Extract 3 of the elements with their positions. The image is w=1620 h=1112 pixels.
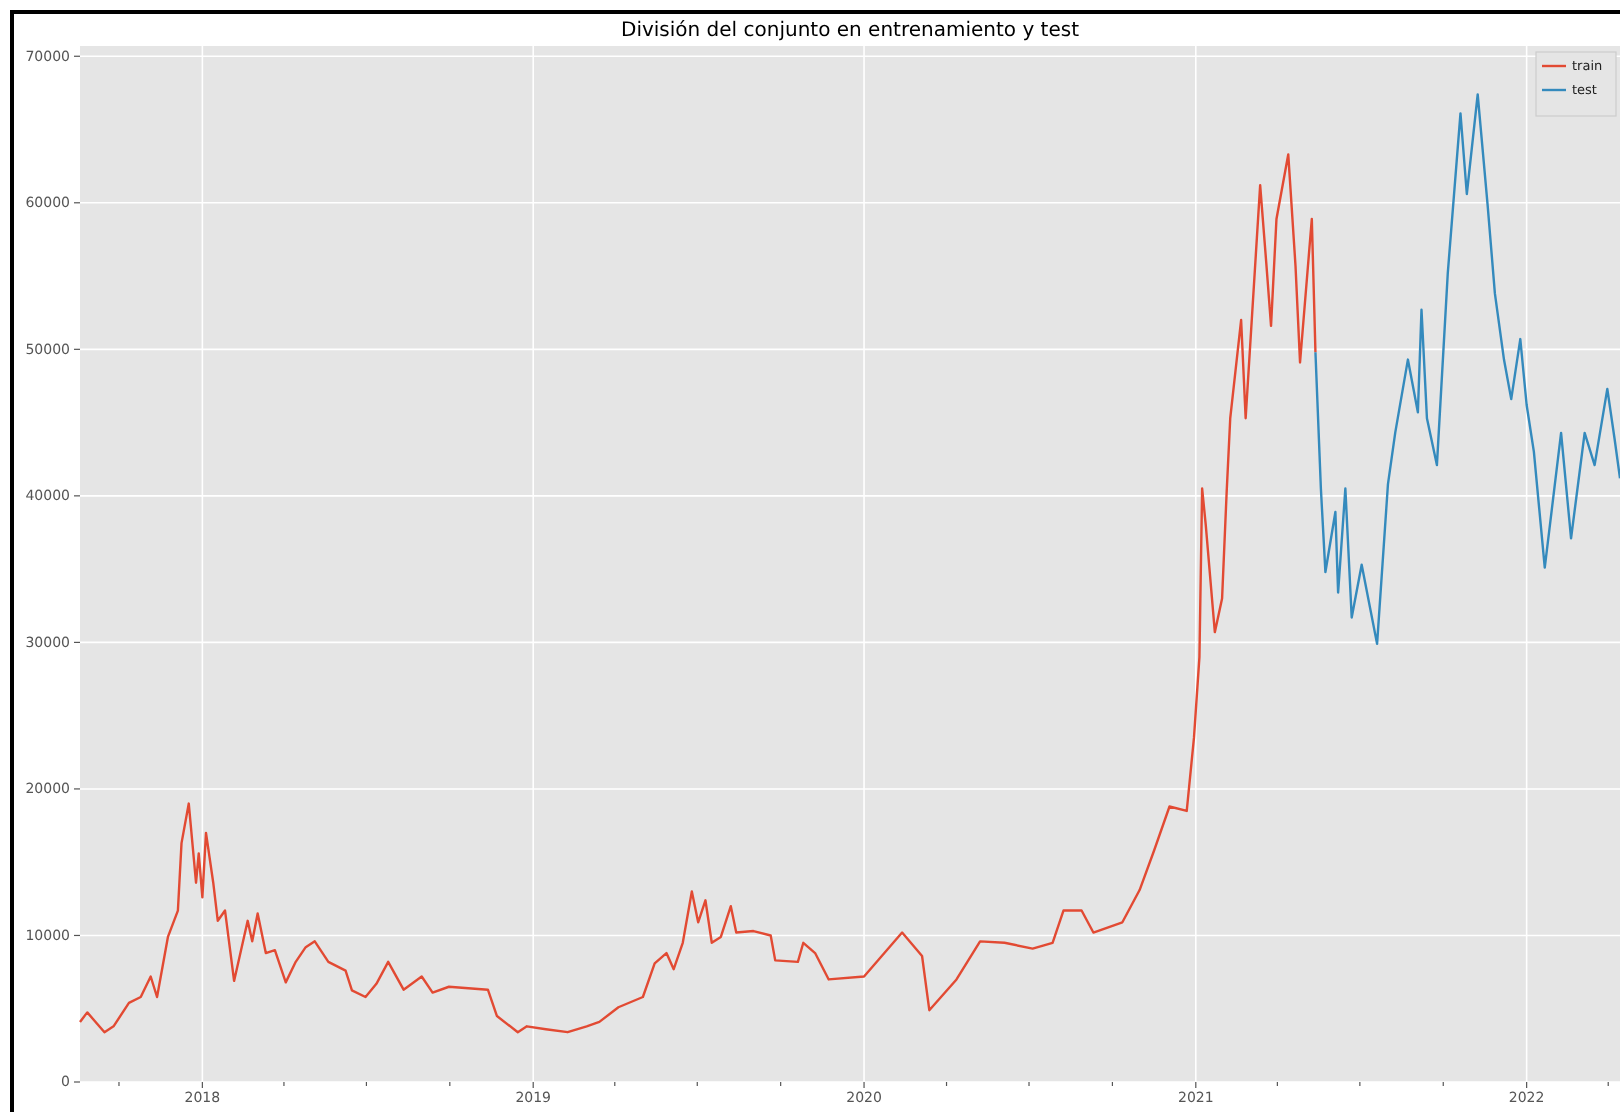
line-series: [78, 153, 1317, 1034]
chart-title: División del conjunto en entrenamiento y test: [621, 20, 1080, 42]
line-series: [1314, 93, 1620, 646]
